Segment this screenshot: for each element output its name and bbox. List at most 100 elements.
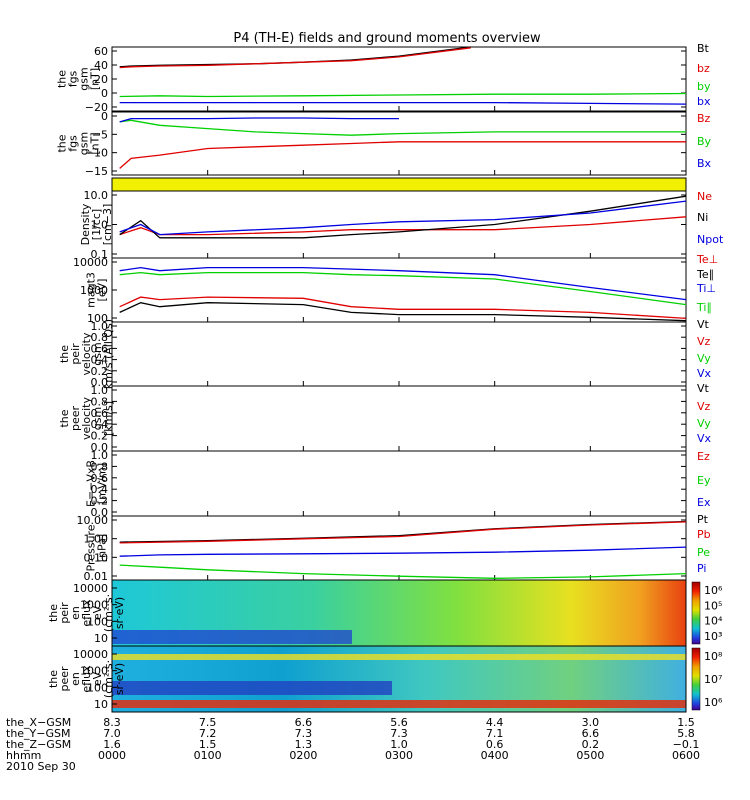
- x-row-value: 0.6: [486, 738, 504, 751]
- x-row-value: 3.0: [582, 716, 600, 729]
- series-line-Npot: [119, 200, 687, 236]
- y-axis-label-line: [nT]: [89, 132, 102, 154]
- y-axis-label-line: [nPa]: [96, 534, 109, 562]
- x-row-value: 7.0: [103, 727, 121, 740]
- series-line-bx: [119, 101, 687, 105]
- y-axis-label: E=−VxB[mV/m]: [85, 460, 109, 507]
- x-row-value: 7.3: [295, 727, 313, 740]
- y-axis-label-line: peer: [69, 406, 82, 432]
- panel-8: 1.00.80.60.40.20.0 Ez Ey Ex E=−VxB[mV/m]: [85, 449, 711, 519]
- y-axis-label-line: fgs: [67, 135, 80, 152]
- legend-label: Ti⊥: [696, 282, 716, 295]
- y-tick-label: 1.0: [91, 449, 109, 462]
- panel-frame: [111, 257, 687, 323]
- y-axis-label-line: the: [47, 604, 60, 622]
- series-line-Bx: [119, 117, 399, 123]
- panels: 6040200−20Btbzbybxthefgsgsm[nT]0−5−10−15…: [47, 42, 724, 713]
- legend-label: Te∥: [696, 268, 714, 281]
- x-row-value: 5.8: [677, 727, 695, 740]
- colorbar-tick-label: 10⁷: [704, 673, 722, 686]
- x-row-value: 1.3: [295, 738, 313, 751]
- panel-9: 10.00 1.00 0.10 0.01 Pt Pb Pe Pi Pressure[nPa]: [77, 513, 711, 583]
- y-tick-label: 0.10: [84, 551, 109, 564]
- series-line-Pi: [119, 546, 687, 557]
- legend-label: Vy: [697, 417, 711, 430]
- y-axis-label-line: en: [69, 672, 82, 686]
- y-tick-label: 0.2: [91, 430, 109, 443]
- y-axis-label-line: eflux: [80, 599, 93, 627]
- y-tick-label: 10000: [73, 256, 108, 269]
- legend-label: Vy: [697, 352, 711, 365]
- x-row-label: the_Z−GSM: [6, 738, 71, 751]
- y-tick-label: 0: [101, 110, 108, 123]
- x-row-value: 6.6: [295, 716, 313, 729]
- panel-frame: [111, 111, 687, 176]
- y-tick-label: 0.0: [91, 441, 109, 454]
- legend-label: Ne: [697, 190, 712, 203]
- panel-frame: [111, 190, 687, 259]
- x-row-value: 0200: [289, 749, 317, 762]
- y-axis-label-line: Pressure: [85, 524, 98, 571]
- legend-label: bz: [697, 62, 710, 75]
- y-axis-label-line: the: [56, 134, 69, 152]
- y-axis-label: thepeervelocitygsm[km/s]: [58, 397, 115, 440]
- y-tick-label: 1000: [80, 284, 108, 297]
- legend-label: Ez: [697, 450, 710, 463]
- x-row-value: 7.5: [199, 716, 217, 729]
- y-axis-label: thepeerenefluxeV(cm²·s·sr·eV): [47, 660, 126, 698]
- y-tick-label: 1.0: [91, 219, 109, 232]
- x-row-value: 0300: [385, 749, 413, 762]
- y-axis-label-line: eflux: [80, 665, 93, 693]
- legend-label: Bt: [697, 42, 710, 55]
- flag-strip: [112, 178, 686, 191]
- panel-frame: [111, 450, 687, 517]
- legend-label: Npot: [697, 233, 724, 246]
- legend-label: Bz: [697, 112, 711, 125]
- date-label: 2010 Sep 30: [6, 760, 76, 773]
- y-axis-label-line: E=−VxB: [85, 460, 98, 507]
- y-axis-label: thepeirenefluxeV(cm²·s·sr·eV): [47, 594, 126, 632]
- legend-label: Ti∥: [696, 301, 712, 314]
- y-tick-label: 0.6: [91, 407, 109, 420]
- y-tick-label: 0.1: [91, 248, 109, 261]
- series-line-By: [119, 119, 686, 136]
- series-line-Ti∥: [119, 271, 687, 306]
- y-axis-label-line: the: [58, 409, 71, 427]
- legend-label: Vz: [697, 335, 711, 348]
- x-row-value: −0.1: [673, 738, 700, 751]
- y-tick-label: 0.01: [84, 570, 109, 583]
- series-line-bz: [119, 47, 471, 69]
- y-axis-label-line: peer: [58, 666, 71, 692]
- x-row-value: 1.5: [677, 716, 695, 729]
- y-tick-label: 0.4: [91, 483, 109, 496]
- y-axis-label-line: magt3: [85, 272, 98, 308]
- y-axis-label-line: [cm−3]: [101, 204, 114, 246]
- series-line-Te∥: [119, 302, 687, 322]
- panel-11: 10000 1000 100 10 10⁸ 10⁷ 10⁶ thepeerenefluxeV(…: [47, 645, 723, 713]
- y-tick-label: 0.8: [91, 395, 109, 408]
- legend-label: Ni: [697, 211, 708, 224]
- y-axis-label: thefgsgsm[nT]: [56, 67, 102, 90]
- y-axis-label-line: [eV]: [96, 279, 109, 302]
- y-axis-label-line: [mV/m]: [96, 463, 109, 504]
- y-axis-label-line: velocity: [80, 397, 93, 440]
- panel-frame: [111, 385, 687, 452]
- y-tick-label: 0.8: [91, 460, 109, 473]
- y-tick-label: 100: [87, 615, 108, 628]
- series-line-by: [119, 92, 687, 98]
- series-line-Bz: [119, 141, 686, 169]
- x-axis-labels: the_X−GSM 8.3 7.5 6.6 5.6 4.4 3.0 1.5 the_Y−GSM 7…: [6, 716, 700, 773]
- legend-label: Bx: [697, 157, 712, 170]
- y-axis-label-line: gsm: [78, 132, 91, 155]
- legend-label: Te⊥: [696, 253, 718, 266]
- series-line-Te⊥: [119, 296, 687, 320]
- y-tick-label: 40: [94, 59, 108, 72]
- legend-label: Vz: [697, 400, 711, 413]
- y-tick-label: 10: [94, 632, 108, 645]
- y-tick-label: −10: [85, 147, 108, 160]
- y-axis-label-line: velocity: [80, 332, 93, 375]
- colorbar-tick-label: 10⁴: [704, 615, 723, 628]
- y-tick-label: 0.0: [91, 506, 109, 519]
- x-row-value: 0500: [576, 749, 604, 762]
